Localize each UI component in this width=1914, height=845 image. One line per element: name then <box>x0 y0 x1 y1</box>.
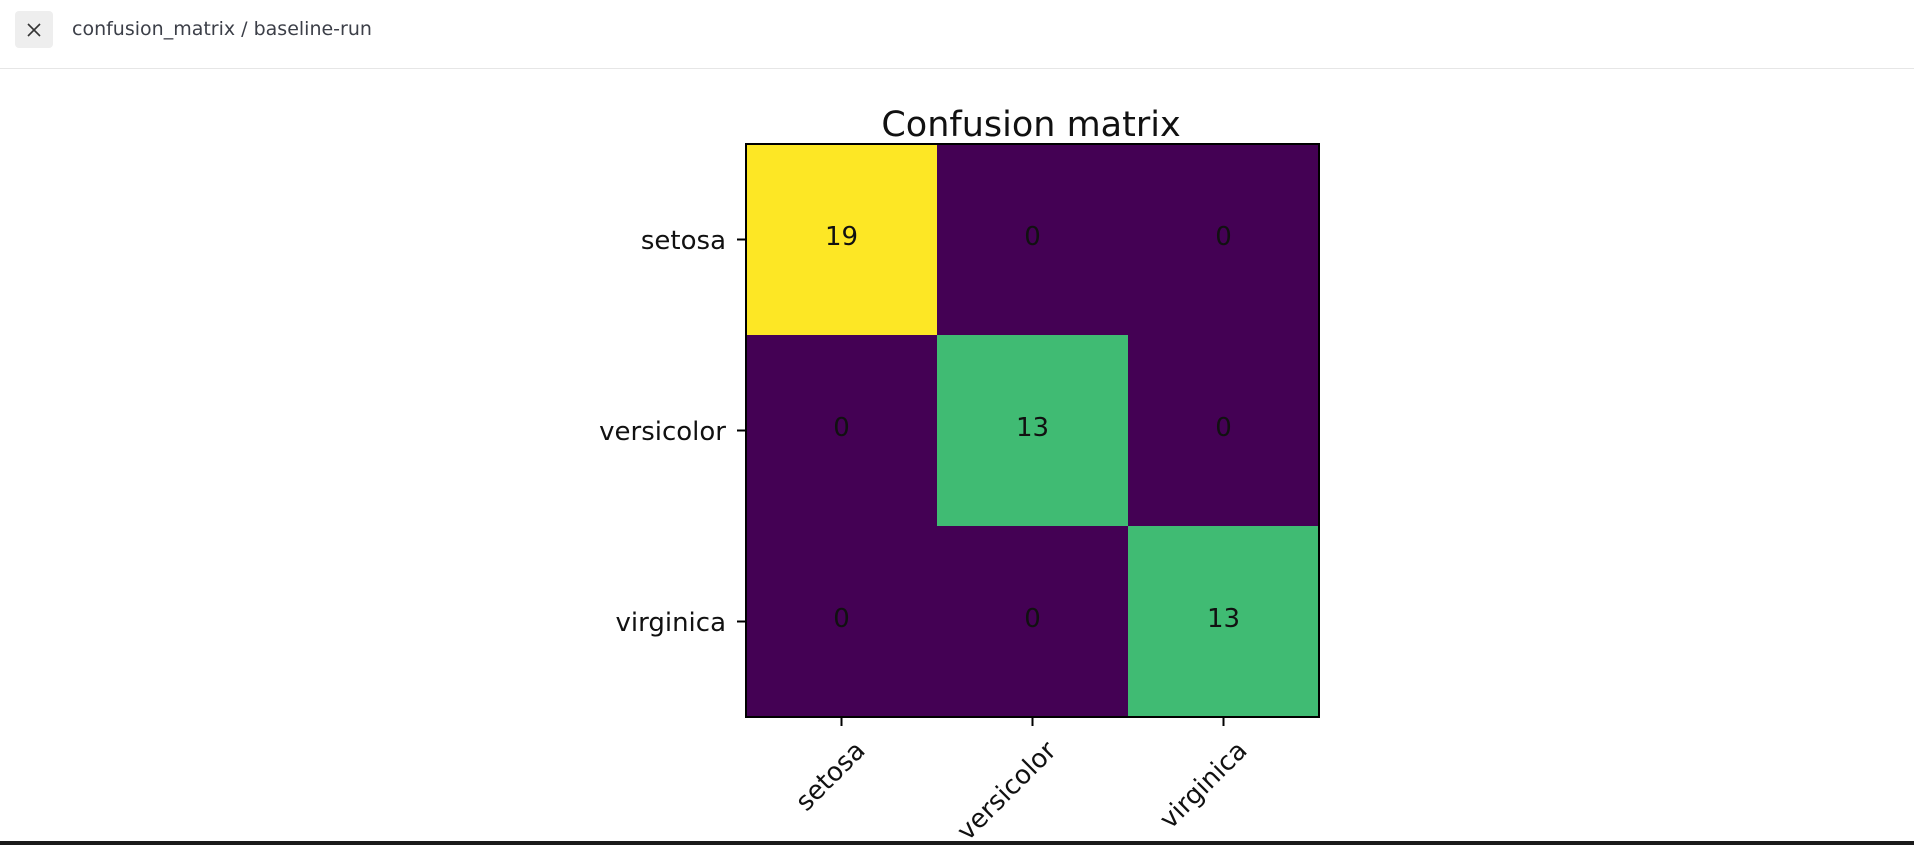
close-button[interactable] <box>15 11 53 48</box>
x-tick-label: setosa <box>790 736 871 817</box>
matrix-cells: 19 0 0 0 13 0 0 0 13 <box>746 144 1320 718</box>
matrix-cell <box>746 335 938 527</box>
matrix-cell <box>1128 144 1320 336</box>
cell-value-label: 0 <box>1215 222 1232 252</box>
y-tick-label: setosa <box>641 226 726 256</box>
cell-value-label: 19 <box>825 222 858 252</box>
cell-value-label: 0 <box>1024 604 1041 634</box>
cell-value-label: 13 <box>1207 604 1240 634</box>
cell-value-label: 0 <box>1215 413 1232 443</box>
cell-value-label: 0 <box>1024 222 1041 252</box>
y-axis: setosa versicolor virginica <box>599 226 746 638</box>
chart-title: Confusion matrix <box>881 105 1180 145</box>
cell-value-label: 13 <box>1016 413 1049 443</box>
matrix-cell <box>1128 526 1320 718</box>
close-icon <box>27 22 41 37</box>
matrix-cell <box>937 526 1129 718</box>
matrix-cell <box>1128 335 1320 527</box>
x-tick-label: virginica <box>1154 736 1253 835</box>
cell-value-label: 0 <box>833 604 850 634</box>
matrix-cell <box>746 144 938 336</box>
image-title: confusion_matrix / baseline-run <box>72 18 372 40</box>
cell-value-label: 0 <box>833 413 850 443</box>
confusion-matrix-chart: Confusion matrix 19 0 0 0 13 0 0 0 13 setosa vers… <box>599 105 1320 841</box>
bottom-edge <box>0 841 1914 845</box>
x-axis: setosa versicolor virginica <box>790 717 1253 841</box>
matrix-cell <box>937 335 1129 527</box>
image-content: Confusion matrix 19 0 0 0 13 0 0 0 13 setosa vers… <box>0 70 1914 841</box>
viewer-header: confusion_matrix / baseline-run <box>0 0 1914 69</box>
y-tick-label: versicolor <box>599 417 726 447</box>
matrix-cell <box>937 144 1129 336</box>
x-tick-label: versicolor <box>952 736 1063 841</box>
y-tick-label: virginica <box>616 608 727 638</box>
matrix-cell <box>746 526 938 718</box>
